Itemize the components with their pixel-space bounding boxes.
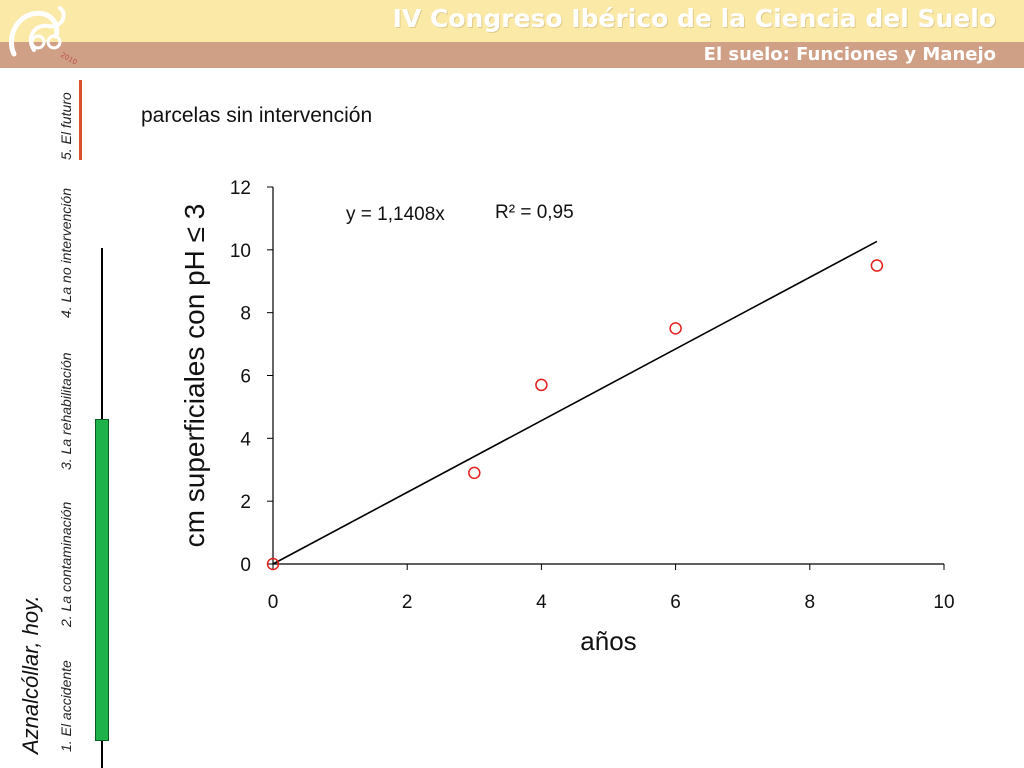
y-tick-label: 4 <box>240 429 251 450</box>
congress-logo: 2010 <box>4 2 80 69</box>
data-point <box>266 557 280 571</box>
y-tick-label: 8 <box>240 304 251 325</box>
data-point <box>669 322 682 335</box>
future-section-marker <box>79 80 82 160</box>
nav-item-accident[interactable]: 1. El accidente <box>58 660 74 752</box>
x-tick-label: 10 <box>933 592 954 613</box>
x-tick-label: 6 <box>670 592 681 613</box>
svg-text:2010: 2010 <box>59 51 78 64</box>
y-tick-label: 2 <box>240 492 251 513</box>
data-point <box>535 378 548 392</box>
x-tick-label: 4 <box>536 592 547 613</box>
y-axis-title: cm superficiales con pH ≤ 3 <box>179 204 210 548</box>
header-top-band <box>0 0 1024 42</box>
scatter-chart: 0 2 4 6 8 10 0 2 4 6 8 10 12 años cm superficiales con… <box>179 178 955 656</box>
sidebar-main-label: Aznalcóllar, hoy. <box>18 595 43 754</box>
slide-heading: parcelas sin intervención <box>141 104 373 127</box>
y-tick-label: 0 <box>240 555 251 576</box>
progress-bar-green <box>95 419 109 741</box>
trendline-equation: y = 1,1408x <box>346 204 445 225</box>
header-subtitle: El suelo: Funciones y Manejo <box>703 44 996 65</box>
data-point <box>468 466 481 480</box>
x-axis-title: años <box>580 626 636 656</box>
nav-item-rehabilitation[interactable]: 3. La rehabilitación <box>58 352 74 470</box>
header-bottom-band <box>0 42 1024 68</box>
x-tick-label: 0 <box>268 592 279 613</box>
nav-item-non-intervention[interactable]: 4. La no intervención <box>58 188 74 318</box>
x-tick-label: 2 <box>402 592 413 613</box>
y-tick-label: 12 <box>230 178 251 199</box>
trendline-r2: R² = 0,95 <box>495 202 574 223</box>
y-tick-label: 6 <box>240 367 251 388</box>
nav-item-contamination[interactable]: 2. La contaminación <box>58 501 74 627</box>
y-tick-label: 10 <box>230 241 251 262</box>
trendline <box>272 240 878 565</box>
header-title: IV Congreso Ibérico de la Ciencia del Su… <box>392 4 996 33</box>
x-tick-label: 8 <box>805 592 816 613</box>
data-point <box>870 259 884 272</box>
nav-item-future[interactable]: 5. El futuro <box>58 92 74 160</box>
